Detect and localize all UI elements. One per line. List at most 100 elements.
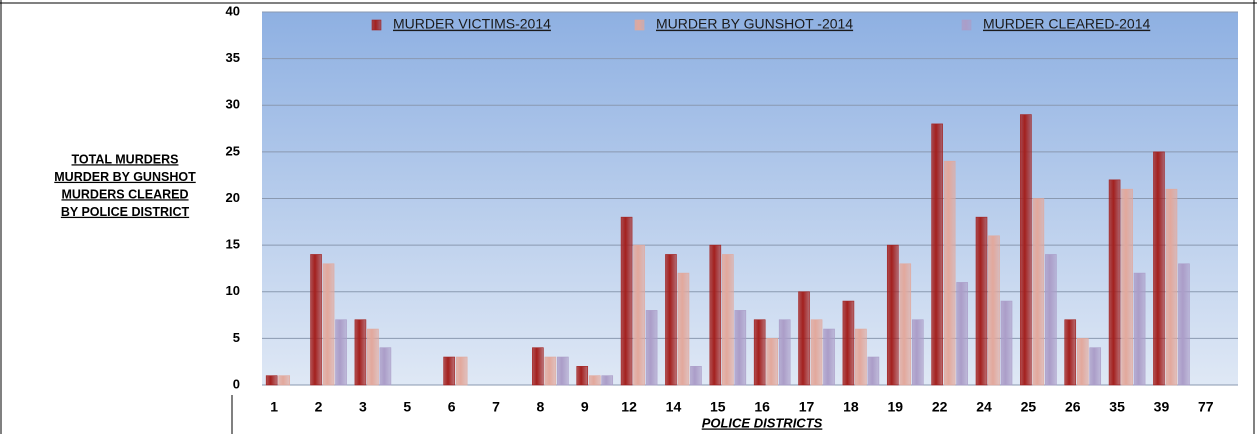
x-tick-label: 18 (843, 399, 859, 415)
bar (265, 375, 278, 386)
x-tick-label: 3 (359, 399, 367, 415)
y-tick-label: 15 (226, 237, 240, 252)
legend-label: MURDER CLEARED-2014 (983, 16, 1150, 32)
bar (975, 216, 988, 386)
bar (988, 235, 1000, 386)
y-tick-label: 20 (226, 190, 240, 205)
bar (1133, 272, 1146, 386)
bar (455, 356, 468, 386)
bar (322, 263, 335, 386)
y-tick-label: 30 (226, 97, 240, 112)
bar (1165, 188, 1178, 386)
bar (443, 356, 455, 386)
bar (778, 319, 791, 386)
x-tick-label: 9 (581, 399, 589, 415)
bar (810, 319, 823, 386)
bar (354, 319, 367, 386)
bar (798, 291, 810, 386)
bar (1076, 338, 1089, 386)
y-axis-title: TOTAL MURDERS MURDER BY GUNSHOT MURDERS CL… (54, 152, 196, 219)
bar (956, 282, 968, 386)
x-tick-label: 8 (536, 399, 544, 415)
x-tick-label: 14 (666, 399, 682, 415)
y-tick-label: 40 (226, 3, 240, 18)
bar (557, 356, 569, 386)
bar (1000, 300, 1013, 386)
legend-marker (961, 19, 972, 31)
legend-label: MURDER BY GUNSHOT -2014 (656, 16, 853, 32)
bar (532, 347, 544, 386)
bar (1032, 198, 1045, 386)
bar (335, 319, 347, 386)
x-tick-label: 26 (1065, 399, 1081, 415)
bar (911, 319, 924, 386)
y-tick-label: 10 (226, 283, 240, 298)
bar (1153, 151, 1165, 386)
bar (665, 254, 677, 386)
x-tick-label: 7 (492, 399, 500, 415)
bar (278, 375, 290, 386)
bar (855, 328, 867, 386)
y-axis-title-line: TOTAL MURDERS (72, 152, 179, 166)
x-tick-label: 2 (315, 399, 323, 415)
bar (601, 375, 614, 386)
bar (886, 244, 899, 386)
bar (931, 123, 943, 386)
x-tick-label: 25 (1021, 399, 1037, 415)
x-tick-label: 1 (270, 399, 278, 415)
bar (823, 328, 835, 386)
bar (1108, 179, 1121, 386)
legend-marker (634, 19, 645, 31)
bar (1045, 254, 1057, 386)
x-tick-label: 16 (754, 399, 770, 415)
bar (620, 216, 633, 386)
legend-marker (371, 19, 382, 31)
bar (753, 319, 766, 386)
bar (766, 338, 778, 386)
y-tick-label: 5 (233, 330, 240, 345)
x-tick-label: 22 (932, 399, 948, 415)
bar (734, 310, 747, 386)
bar (633, 244, 645, 386)
y-tick-label: 35 (226, 50, 240, 65)
bar (310, 254, 322, 386)
bar (867, 356, 880, 386)
bar (677, 272, 690, 386)
bar (588, 375, 601, 386)
bar (1020, 114, 1032, 386)
y-tick-label: 0 (233, 376, 240, 391)
x-tick-label: 5 (403, 399, 411, 415)
x-tick-label: 19 (887, 399, 903, 415)
bar (1089, 347, 1102, 386)
bar (842, 300, 855, 386)
bar (899, 263, 912, 386)
bar (943, 160, 956, 386)
bar (544, 356, 557, 386)
x-tick-label: 12 (621, 399, 637, 415)
x-tick-label: 77 (1198, 399, 1214, 415)
legend-label: MURDER VICTIMS-2014 (393, 16, 551, 32)
bar (576, 366, 589, 386)
bar (1121, 188, 1133, 386)
x-axis-title: POLICE DISTRICTS (702, 415, 823, 430)
y-axis-title-line: BY POLICE DISTRICT (61, 205, 190, 219)
bar (709, 244, 722, 386)
y-tick-label: 25 (226, 143, 240, 158)
bar (379, 347, 392, 386)
x-tick-label: 17 (799, 399, 815, 415)
x-tick-label: 35 (1109, 399, 1125, 415)
x-tick-label: 6 (448, 399, 456, 415)
bar (690, 366, 702, 386)
y-axis-title-line: MURDER BY GUNSHOT (54, 170, 196, 184)
y-axis-title-line: MURDERS CLEARED (61, 187, 188, 201)
bar (367, 328, 379, 386)
x-tick-label: 15 (710, 399, 726, 415)
bar (1178, 263, 1190, 386)
bar (645, 310, 658, 386)
bar (1064, 319, 1077, 386)
x-tick-label: 39 (1154, 399, 1170, 415)
x-tick-label: 24 (976, 399, 992, 415)
bar (722, 254, 734, 386)
